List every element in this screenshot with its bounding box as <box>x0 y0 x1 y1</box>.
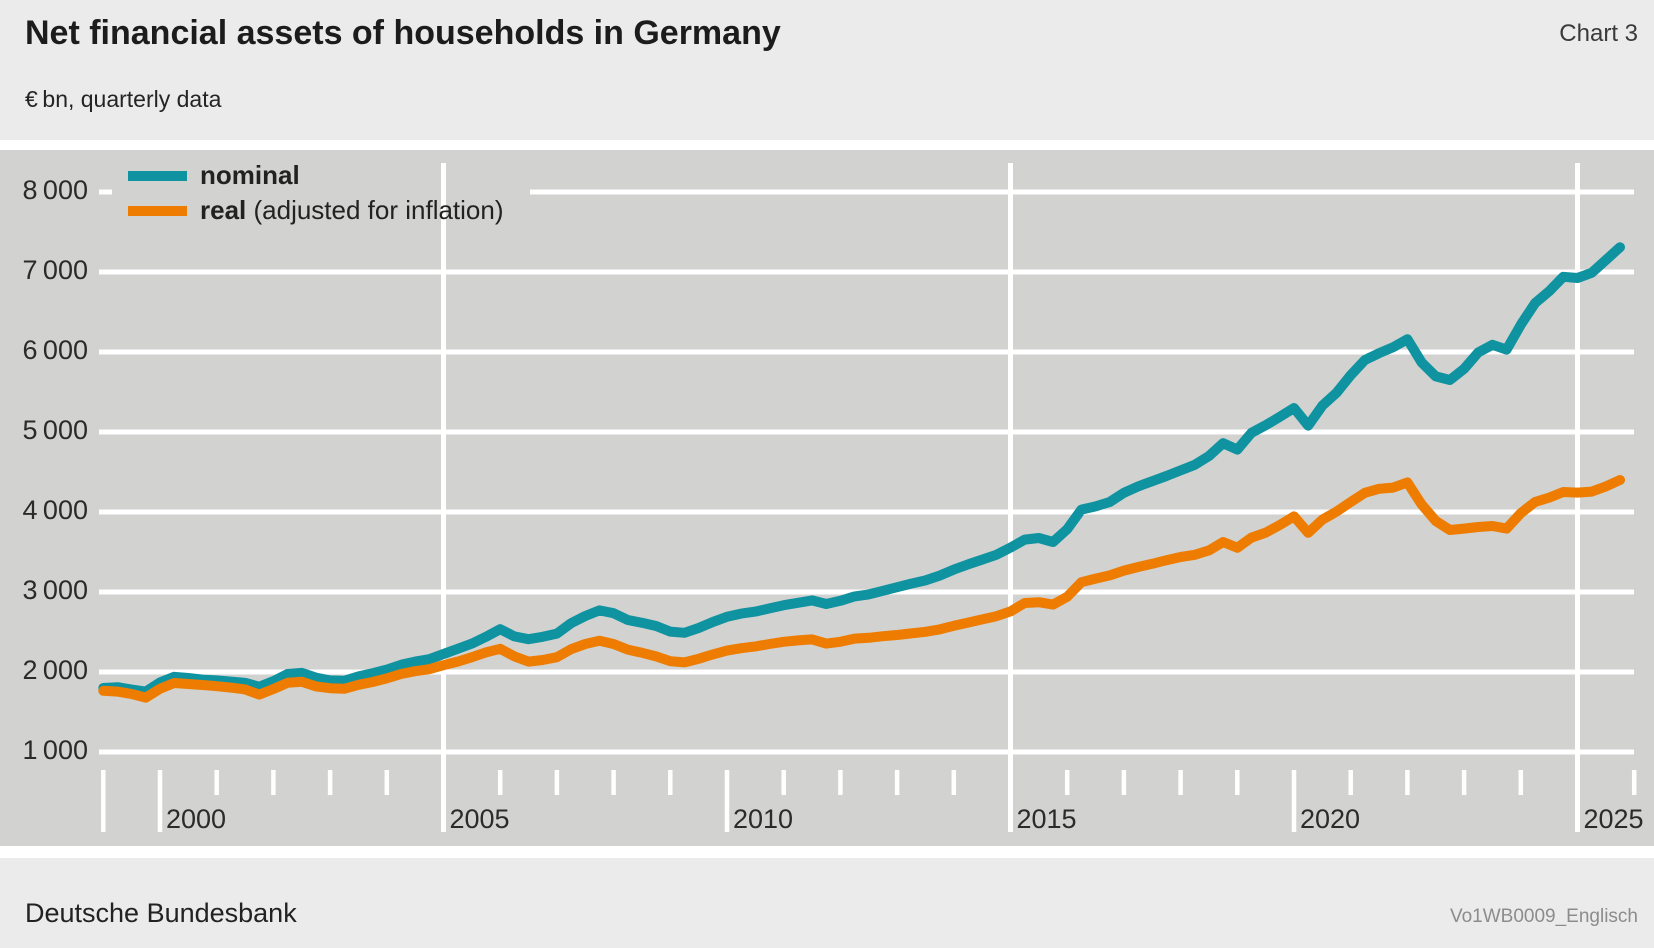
y-axis-label-3000: 3 000 <box>22 575 88 605</box>
legend-suffix-real: (adjusted for inflation) <box>246 195 504 225</box>
y-axis-label-8000: 8 000 <box>22 175 88 205</box>
chart-legend: nominal real (adjusted for inflation) <box>128 158 504 228</box>
legend-item-nominal: nominal <box>128 158 504 193</box>
publisher-label: Deutsche Bundesbank <box>25 898 297 928</box>
header-plot-divider <box>0 140 1654 150</box>
plot-area-background <box>0 150 1654 846</box>
unit-subtitle: € bn, quarterly data <box>25 86 222 112</box>
legend-item-real: real (adjusted for inflation) <box>128 193 504 228</box>
y-axis-label-2000: 2 000 <box>22 655 88 685</box>
y-axis-label-6000: 6 000 <box>22 335 88 365</box>
x-axis-label-2025: 2025 <box>1583 804 1644 834</box>
nominal-line-swatch <box>128 170 187 181</box>
x-axis-label-2020: 2020 <box>1300 804 1361 834</box>
legend-label-real: real <box>200 195 247 225</box>
x-axis-label-2000: 2000 <box>166 804 227 834</box>
y-axis-label-1000: 1 000 <box>22 735 88 765</box>
y-axis-label-4000: 4 000 <box>22 495 88 525</box>
page-title: Net financial assets of households in Ge… <box>25 14 781 52</box>
x-axis-label-2010: 2010 <box>733 804 794 834</box>
y-axis-label-7000: 7 000 <box>22 255 88 285</box>
legend-label-nominal: nominal <box>200 160 300 190</box>
real-line-swatch <box>128 205 187 216</box>
plot-footer-divider <box>0 846 1654 858</box>
chart-code-label: Vo1WB0009_Englisch <box>1449 906 1638 927</box>
chart-number-label: Chart 3 <box>1559 20 1638 47</box>
x-axis-label-2015: 2015 <box>1016 804 1077 834</box>
y-axis-label-5000: 5 000 <box>22 415 88 445</box>
x-axis-label-2005: 2005 <box>449 804 510 834</box>
